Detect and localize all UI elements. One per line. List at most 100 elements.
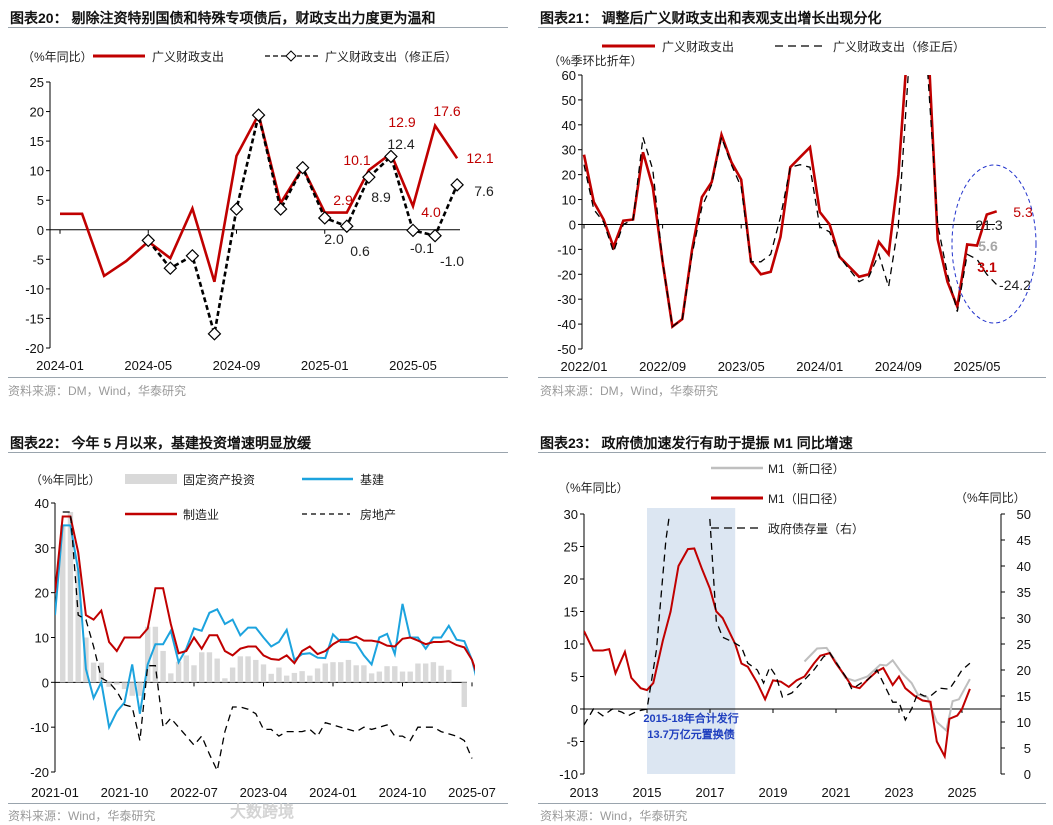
- legend-broad-fiscal: 广义财政支出: [662, 40, 735, 54]
- y-tick-label: 15: [30, 134, 44, 149]
- legend-infrastructure: 基建: [360, 473, 385, 487]
- y-tick-label: 5: [37, 193, 44, 208]
- x-tick-label: 2024/01: [796, 359, 843, 374]
- bar-fai: [422, 663, 429, 683]
- y-tick-label: -15: [25, 311, 44, 326]
- legend-broad-fiscal-adjusted: 广义财政支出（修正后）: [325, 50, 458, 64]
- y-tick-label: 20: [564, 572, 578, 587]
- y-tick-label-right: 35: [1017, 585, 1031, 600]
- bar-fai: [392, 666, 398, 683]
- bar-fai: [345, 659, 352, 683]
- x-tick-label: 2019: [759, 785, 788, 800]
- chart23-title: 图表23： 政府债加速发行有助于提振 M1 同比增速: [540, 435, 853, 451]
- series-line-1: [55, 515, 475, 672]
- y-tick-label-right: 0: [1024, 767, 1031, 782]
- bar-fai: [229, 667, 236, 683]
- divider: [538, 803, 1046, 804]
- diamond-marker: [339, 219, 354, 234]
- series-group: [55, 511, 475, 772]
- bar-fai: [160, 650, 166, 683]
- diamond-marker: [185, 248, 200, 263]
- y-tick-label: 0: [569, 217, 576, 232]
- bar-fai: [152, 626, 159, 683]
- bar-fai: [206, 652, 213, 683]
- data-label: 12.4: [387, 136, 414, 152]
- bar-fai: [361, 665, 367, 683]
- diamond-marker: [362, 170, 376, 185]
- bar-fai: [283, 675, 290, 683]
- bar-fai: [314, 668, 321, 683]
- data-label: 4.0: [421, 204, 441, 220]
- chart21-source: 资料来源：DM，Wind，华泰研究: [540, 384, 719, 398]
- legend-broad-fiscal-adjusted: 广义财政支出（修正后）: [833, 40, 966, 54]
- y-tick-label: -30: [557, 292, 576, 307]
- chart22-title: 图表22： 今年 5 月以来，基建投资增速明显放缓: [10, 435, 312, 451]
- bar-fai: [90, 662, 97, 683]
- y-tick-label: -5: [566, 735, 578, 750]
- bar-fai: [446, 669, 452, 683]
- x-tick-label: 2025/05: [954, 359, 1001, 374]
- y-tick-label: 20: [30, 105, 44, 120]
- x-tick-label: 2017: [696, 785, 725, 800]
- y-tick-label: -10: [559, 767, 578, 782]
- chart20-unit: （%年同比）: [22, 50, 93, 64]
- diamond-marker: [251, 108, 266, 122]
- diamond-marker: [406, 223, 420, 238]
- x-tick-label: 2024-09: [213, 358, 261, 373]
- legend-real-estate: 房地产: [360, 508, 397, 522]
- data-label: 17.6: [433, 103, 460, 119]
- y-tick-label: 50: [562, 93, 576, 108]
- bar-fai: [330, 662, 336, 683]
- y-tick-label: 40: [35, 496, 49, 511]
- watermark: 大数跨境: [230, 804, 295, 821]
- y-tick-label-right: 15: [1017, 689, 1031, 704]
- y-tick-label-right: 25: [1017, 637, 1031, 652]
- y-tick-label: 30: [562, 143, 576, 158]
- bar-fai: [137, 682, 143, 696]
- bar-fai: [338, 662, 344, 683]
- bar-fai: [98, 662, 105, 683]
- series-group: [582, 75, 998, 329]
- diamond-marker: [384, 149, 398, 164]
- bar-fai: [60, 525, 66, 683]
- x-tick-label: 2023/05: [718, 359, 765, 374]
- x-tick-label: 2025-07: [448, 785, 496, 800]
- divider: [8, 27, 508, 28]
- data-label: 0.6: [350, 243, 370, 259]
- bar-fai: [237, 656, 244, 683]
- bar-fai: [268, 673, 274, 683]
- legend-diamond-icon: [285, 50, 297, 62]
- x-tick-label: 2022-07: [170, 785, 218, 800]
- bar-fai: [430, 662, 437, 683]
- chart23-plot: 2015-18年合计发行13.7万亿元置换债302520151050-5-105…: [559, 507, 1031, 800]
- y-tick-label-right: 45: [1017, 533, 1031, 548]
- data-label: 2.0: [324, 231, 344, 247]
- shaded-region: [647, 508, 736, 774]
- y-tick-label-right: 10: [1017, 715, 1031, 730]
- bar-fai: [353, 665, 359, 683]
- chart23-unit-left: （%年同比）: [558, 481, 629, 495]
- bar-fai: [144, 626, 151, 683]
- diamond-marker: [229, 202, 244, 216]
- chart20-source: 资料来源：DM，Wind，华泰研究: [8, 384, 187, 398]
- shade-annotation: 13.7万亿元置换债: [647, 727, 734, 741]
- y-tick-label: -10: [557, 242, 576, 257]
- chart20-title: 图表20： 剔除注资特别国债和特殊专项债后，财政支出力度更为温和: [10, 10, 436, 26]
- diamond-marker: [317, 211, 332, 225]
- chart22-plot: 40 30 20 10 0 -10 -20 2021-01 2021-10 2022-07 2023…: [30, 496, 496, 800]
- legend-swatch-bar: [125, 474, 177, 484]
- y-tick-label-right: 50: [1017, 507, 1031, 522]
- bar-fai: [376, 671, 383, 683]
- data-label: 21.3: [975, 217, 1002, 233]
- x-tick-label: 2024-05: [124, 358, 172, 373]
- x-tick-label: 2024-01: [309, 785, 357, 800]
- y-tick-label: -20: [557, 267, 576, 282]
- y-tick-label: 0: [37, 223, 44, 238]
- x-tick-label: 2015: [633, 785, 662, 800]
- bar-fai: [199, 652, 205, 683]
- data-label: 12.1: [466, 150, 493, 166]
- y-tick-label: 40: [562, 118, 576, 133]
- legend-fai: 固定资产投资: [183, 473, 256, 487]
